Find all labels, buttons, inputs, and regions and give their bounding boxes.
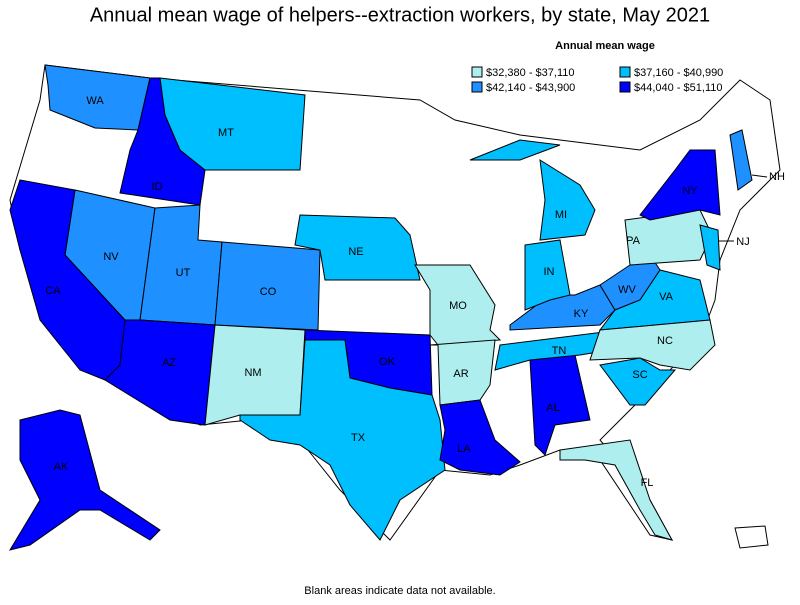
legend-title: Annual mean wage — [555, 40, 655, 52]
state-label: SC — [632, 369, 647, 381]
state-label: CO — [260, 286, 277, 298]
state-label: UT — [176, 267, 191, 279]
state-label: FL — [641, 477, 654, 489]
state-mi — [539, 159, 596, 241]
legend-swatch — [471, 81, 483, 93]
title: Annual mean wage of helpers--extraction … — [90, 4, 710, 26]
state-fl — [559, 439, 674, 541]
state-tx — [239, 339, 446, 541]
state-label: CA — [45, 285, 61, 297]
note: Blank areas indicate data not available. — [304, 585, 495, 597]
state-label: NH — [769, 171, 785, 183]
state-label: NC — [657, 335, 673, 347]
state-label: TN — [552, 345, 567, 357]
state-nc — [589, 319, 716, 371]
legend-label: $37,160 - $40,990 — [634, 67, 723, 79]
state-label: IN — [544, 266, 555, 278]
state-label: TX — [351, 432, 366, 444]
leader-line — [751, 174, 768, 178]
state-ne — [294, 214, 421, 281]
state-label: NV — [103, 251, 119, 263]
state-co — [214, 241, 321, 331]
state-in — [524, 239, 571, 311]
state-label: NJ — [736, 236, 749, 248]
state-mi-upper — [469, 139, 561, 161]
state-mo — [414, 264, 502, 346]
legend-label: $32,380 - $37,110 — [486, 67, 574, 79]
state-label: AL — [546, 402, 559, 414]
state-label: WA — [86, 95, 104, 107]
state-label: MO — [449, 300, 467, 312]
state-label: NM — [244, 367, 261, 379]
state-label: ID — [152, 181, 163, 193]
state-nh — [729, 129, 753, 191]
state-label: NY — [682, 185, 698, 197]
state-sc — [599, 357, 677, 406]
territory — [734, 525, 769, 549]
state-mt — [159, 77, 306, 171]
state-label: MT — [218, 127, 234, 139]
state-ak — [8, 409, 161, 551]
state-label: KY — [574, 308, 589, 320]
state-ny — [639, 149, 721, 221]
legend-swatch — [619, 81, 631, 93]
state-nj — [699, 224, 721, 271]
state-label: AK — [54, 461, 69, 473]
state-label: AZ — [162, 357, 176, 369]
state-la — [439, 399, 521, 476]
legend-swatch — [619, 66, 631, 78]
state-label: MI — [555, 209, 567, 221]
legend-swatch — [471, 66, 483, 78]
state-label: AR — [453, 368, 468, 380]
legend-label: $42,140 - $43,900 — [486, 82, 575, 94]
state-label: OK — [379, 356, 396, 368]
state-label: LA — [457, 443, 471, 455]
state-label: NE — [348, 246, 363, 258]
legend-label: $44,040 - $51,110 — [634, 82, 722, 94]
state-label: WV — [618, 284, 636, 296]
state-label: PA — [626, 235, 641, 247]
state-label: VA — [659, 291, 674, 303]
